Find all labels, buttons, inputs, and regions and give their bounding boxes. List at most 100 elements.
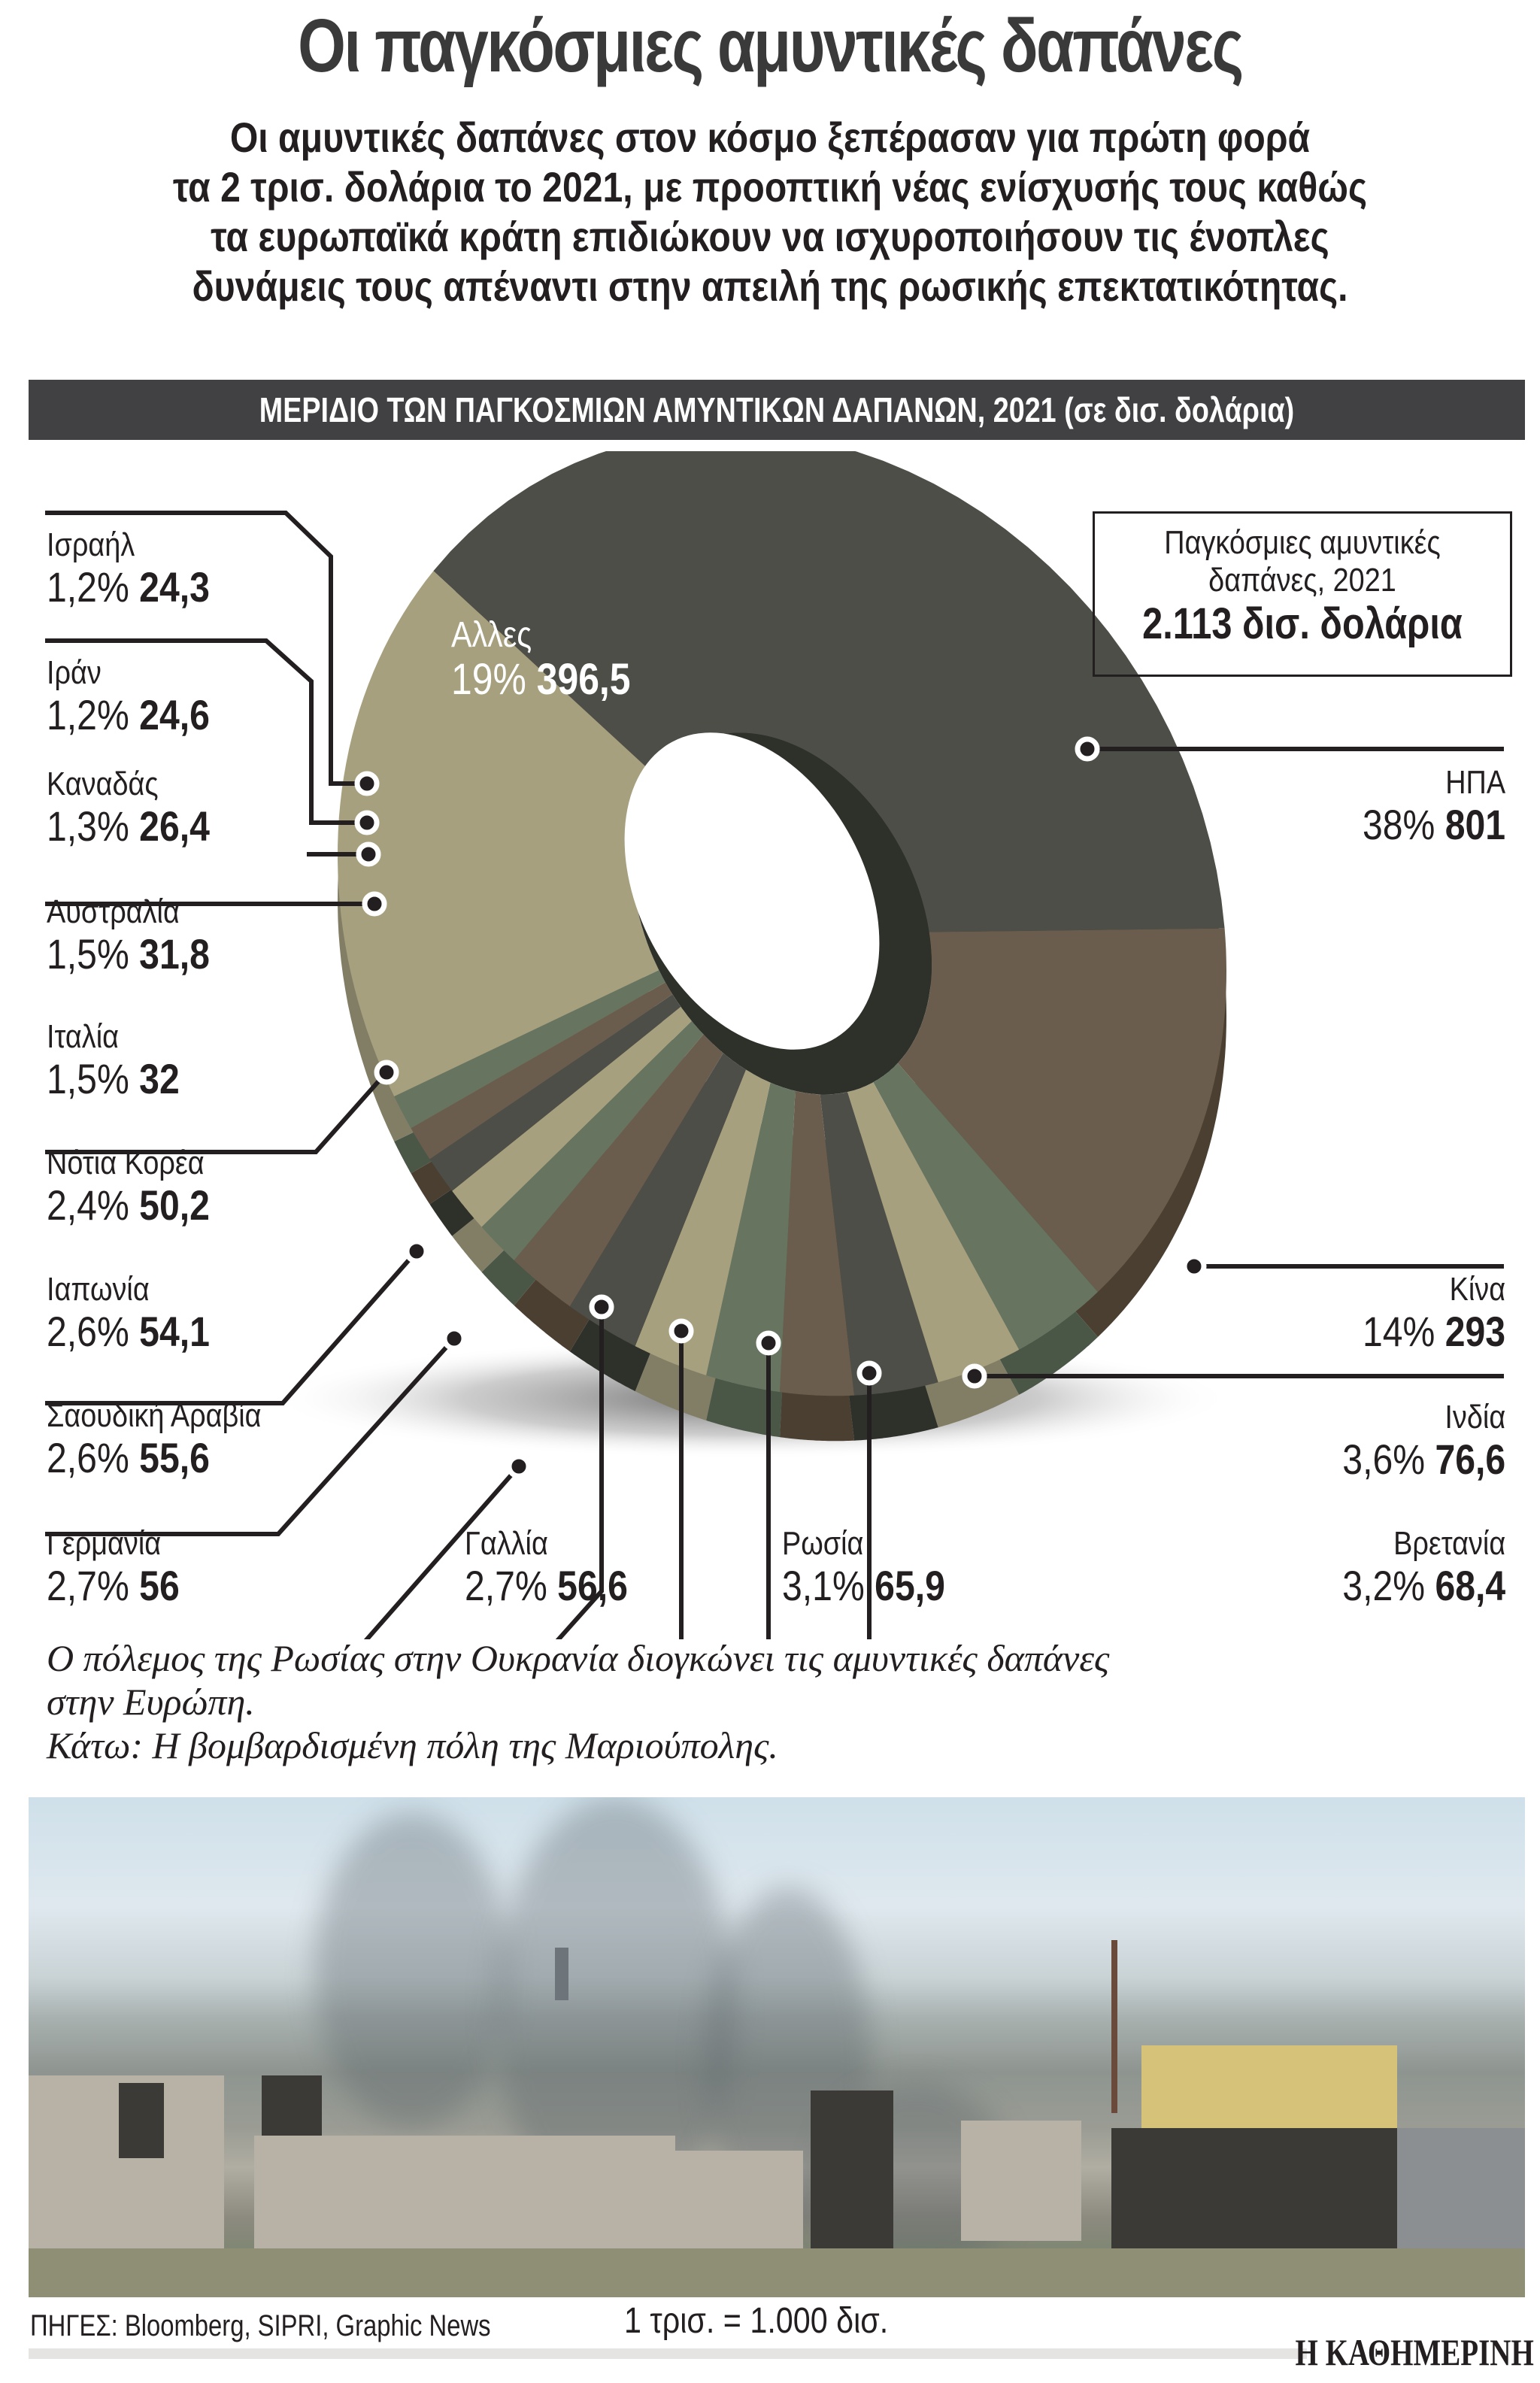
sources: ΠΗΓΕΣ: Bloomberg, SIPRI, Graphic News <box>30 2309 491 2342</box>
label-australia: Αυστραλία 1,5% 31,8 <box>47 893 236 978</box>
amount: 293 <box>1445 1308 1505 1355</box>
total-value: 2.113 δισ. δολάρια <box>1142 599 1463 648</box>
footer-divider <box>29 2348 1307 2359</box>
leader-lines <box>45 511 1504 1639</box>
label-canada: Καναδάς 1,3% 26,4 <box>47 766 236 850</box>
chart-title: ΜΕΡΙΔΙΟ ΤΩΝ ΠΑΓΚΟΣΜΙΩΝ ΑΜΥΝΤΙΚΩΝ ΔΑΠΑΝΩΝ… <box>259 390 1295 429</box>
page-title: Οι παγκόσμιες αμυντικές δαπάνες <box>298 4 1244 88</box>
label-france: Γαλλία 2,7% 56,6 <box>465 1525 654 1609</box>
donut-slice <box>820 1092 938 1396</box>
percent: 3,6% <box>1342 1436 1425 1483</box>
total-spending-box: Παγκόσμιες αμυντικές δαπάνες, 2021 2.113… <box>1093 511 1512 677</box>
country-name: Αυστραλία <box>47 893 180 930</box>
photo-caption: Ο πόλεμος της Ρωσίας στην Ουκρανία διογκ… <box>47 1636 1475 1767</box>
label-usa: ΗΠΑ 38% 801 <box>1339 764 1505 848</box>
country-name: Καναδάς <box>47 766 159 802</box>
label-israel: Ισραήλ 1,2% 24,3 <box>47 526 236 611</box>
percent: 14% <box>1362 1308 1435 1355</box>
country-name: Γερμανία <box>47 1525 162 1562</box>
amount: 24,6 <box>139 691 210 738</box>
subtitle-line: Οι αμυντικές δαπάνες στον κόσμο ξεπέρασα… <box>229 114 1311 161</box>
donut-slice <box>569 1053 747 1347</box>
donut-slice <box>452 1006 692 1227</box>
total-label-line2: δαπάνες, 2021 <box>1208 562 1396 599</box>
caption-line: στην Ευρώπη. <box>47 1681 255 1723</box>
amount: 24,3 <box>139 563 210 611</box>
amount: 65,9 <box>875 1562 945 1609</box>
country-name: Ινδία <box>1445 1399 1505 1436</box>
amount: 55,6 <box>139 1434 210 1481</box>
subtitle-line: δυνάμεις τους απέναντι στην απειλή της ρ… <box>192 262 1348 310</box>
donut-slice <box>481 1020 704 1260</box>
label-others: Αλλες 19% 396,5 <box>451 615 659 704</box>
label-china: Κίνα 14% 293 <box>1339 1271 1505 1355</box>
percent: 2,4% <box>47 1181 129 1229</box>
percent: 2,7% <box>47 1562 129 1609</box>
amount: 26,4 <box>139 802 210 850</box>
amount: 50,2 <box>139 1181 210 1229</box>
country-name: Βρετανία <box>1393 1525 1505 1562</box>
label-russia: Ρωσία 3,1% 65,9 <box>782 1525 972 1609</box>
donut-slice <box>433 451 1225 932</box>
donut-slice <box>780 1090 854 1396</box>
percent: 1,3% <box>47 802 129 850</box>
amount: 76,6 <box>1435 1436 1505 1483</box>
caption-line: Ο πόλεμος της Ρωσίας στην Ουκρανία διογκ… <box>47 1637 1110 1679</box>
percent: 3,1% <box>782 1562 865 1609</box>
country-name: Ιταλία <box>47 1018 120 1055</box>
donut-slice <box>635 1069 771 1375</box>
label-japan: Ιαπωνία 2,6% 54,1 <box>47 1271 236 1355</box>
donut-slice <box>429 994 681 1191</box>
country-name: Αλλες <box>451 615 532 655</box>
label-iran: Ιράν 1,2% 24,6 <box>47 654 236 738</box>
brand-logo: Η ΚΑΘΗΜΕΡΙΝΗ <box>1295 2331 1534 2373</box>
donut-slice <box>338 571 659 1096</box>
percent: 38% <box>1362 801 1435 848</box>
country-name: Ιαπωνία <box>47 1271 150 1308</box>
amount: 801 <box>1445 801 1505 848</box>
label-uk: Βρετανία 3,2% 68,4 <box>1316 1525 1505 1609</box>
percent: 1,2% <box>47 563 129 611</box>
amount: 54,1 <box>139 1308 210 1355</box>
percent: 2,6% <box>47 1308 129 1355</box>
percent: 19% <box>451 655 526 704</box>
donut-slice <box>394 970 665 1129</box>
caption-line: Κάτω: Η βομβαρδισμένη πόλη της Μαριούπολ… <box>47 1724 778 1766</box>
donut-slice <box>847 1082 1020 1383</box>
subtitle-line: τα ευρωπαϊκά κράτη επιδιώκουν να ισχυροπ… <box>211 213 1329 260</box>
donut-slice <box>897 928 1226 1292</box>
country-name: Γαλλία <box>465 1525 548 1562</box>
amount: 32 <box>139 1055 180 1102</box>
leader-dots <box>354 736 1207 1479</box>
country-name: Ισραήλ <box>47 526 135 563</box>
donut-slice <box>873 1063 1098 1350</box>
amount: 56,6 <box>557 1562 628 1609</box>
donut-slices <box>338 451 1226 1442</box>
country-name: Ρωσία <box>782 1525 864 1562</box>
mariupol-photo <box>29 1797 1525 2297</box>
total-label-line1: Παγκόσμιες αμυντικές <box>1164 524 1441 561</box>
amount: 56 <box>139 1562 180 1609</box>
amount: 31,8 <box>139 930 210 978</box>
country-name: Κίνα <box>1449 1271 1505 1308</box>
percent: 1,5% <box>47 1055 129 1102</box>
label-india: Ινδία 3,6% 76,6 <box>1316 1399 1505 1483</box>
donut-hole <box>624 732 880 1050</box>
donut-slice <box>411 982 673 1160</box>
percent: 2,6% <box>47 1434 129 1481</box>
label-saudi-arabia: Σαουδική Αραβία 2,6% 55,6 <box>47 1397 296 1481</box>
amount: 396,5 <box>536 655 631 704</box>
country-name: Ιράν <box>47 654 102 691</box>
percent: 1,2% <box>47 691 129 738</box>
donut-chart <box>45 451 1504 1639</box>
percent: 3,2% <box>1342 1562 1425 1609</box>
label-south-korea: Νότια Κορέα 2,4% 50,2 <box>47 1145 236 1229</box>
donut-slice <box>706 1082 796 1393</box>
label-germany: Γερμανία 2,7% 56 <box>47 1525 202 1609</box>
subtitle-line: τα 2 τρισ. δολάρια το 2021, με προοπτική… <box>172 163 1368 211</box>
label-italy: Ιταλία 1,5% 32 <box>47 1018 202 1102</box>
country-name: Νότια Κορέα <box>47 1145 205 1181</box>
donut-slice <box>514 1034 723 1307</box>
percent: 1,5% <box>47 930 129 978</box>
subtitle: Οι αμυντικές δαπάνες στον κόσμο ξεπέρασα… <box>121 113 1420 311</box>
